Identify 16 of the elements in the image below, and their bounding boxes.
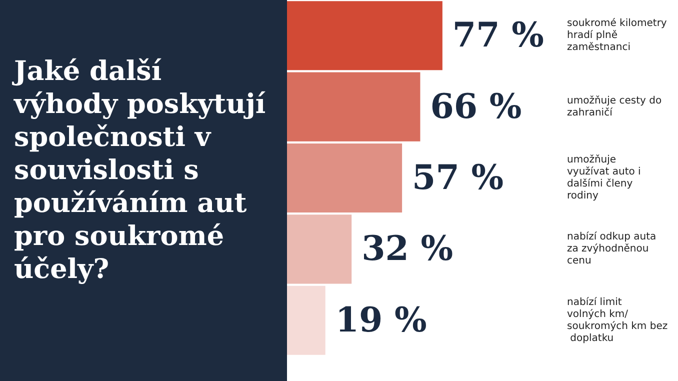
bar <box>287 143 402 213</box>
y-tick-label: nabízí limit volných km/soukromých km bez doplatku <box>567 296 668 344</box>
bar <box>287 286 326 355</box>
data-label: 77 % <box>452 16 544 56</box>
data-label: 32 % <box>362 229 454 270</box>
data-label: 19 % <box>335 300 427 340</box>
bar <box>287 1 442 70</box>
y-tick-label: soukromé kilometry hradí plně zaměstnanci <box>567 18 670 54</box>
y-tick-label: umožňuje využívat auto i dalšími členy rodiny <box>567 154 644 202</box>
y-tick-label: umožňuje cesty do zahraničí <box>567 95 665 118</box>
data-label: 66 % <box>430 86 522 127</box>
bar <box>287 72 420 142</box>
text: Jaké další výhody poskytují společnosti v souvislosti s používáním aut pro soukromé účely? <box>14 55 267 286</box>
data-label: 57 % <box>412 158 504 198</box>
bar <box>287 214 352 284</box>
y-tick-label: nabízí odkup auta za zvýhodněnou cenu <box>567 232 660 267</box>
